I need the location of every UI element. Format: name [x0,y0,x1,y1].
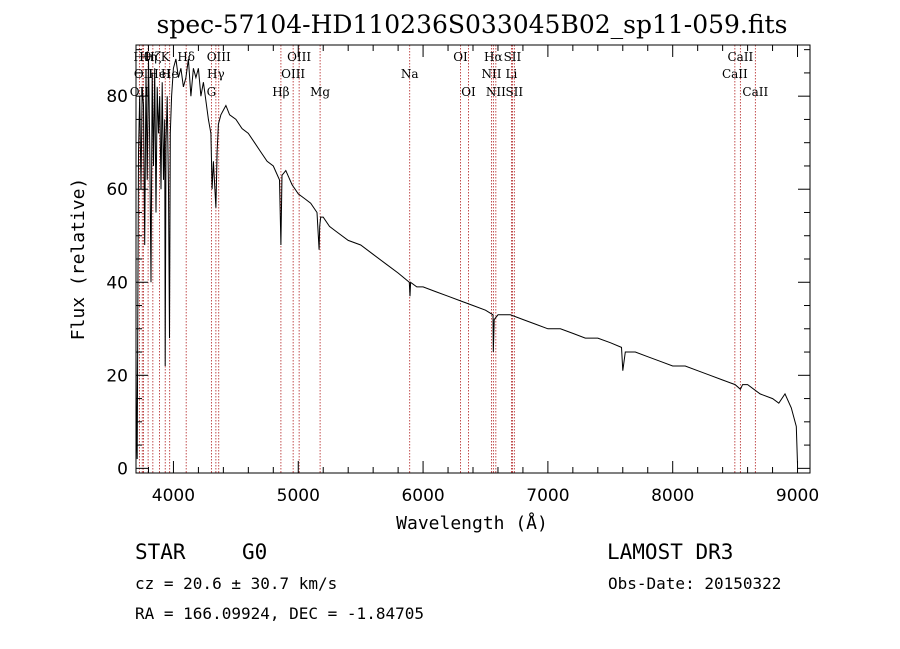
spectral-line-label-14: OIII [281,67,305,81]
x-tick-label-5: 9000 [776,486,819,506]
y-axis-label: Flux (relative) [68,178,89,341]
spectral-line-label-22: SII [504,50,522,64]
x-tick-label-2: 6000 [401,486,444,506]
spectral-line-label-3: Hη [139,50,157,64]
observation-date: Obs-Date: 20150322 [608,574,782,593]
y-tick-label-4: 80 [106,87,128,107]
spectral-line-label-19: Hα [484,50,503,64]
object-subclass: G0 [242,540,268,564]
spectrum-series-line [135,58,798,464]
spectral-line-label-0: OII [130,85,150,99]
survey-name: LAMOST DR3 [607,540,734,564]
spectral-line-label-8: Hδ [177,50,195,64]
spectral-line-label-10: Hγ [207,67,225,81]
plot-frame [135,44,811,474]
coordinates: RA = 166.09924, DEC = -1.84705 [135,604,424,623]
y-tick-label-2: 40 [106,273,128,293]
spectral-line-label-1: Hθ [133,50,151,64]
spectral-line-label-11: G [207,85,217,99]
spectral-line-label-26: CaII [722,67,748,81]
spectral-line-label-21: NII [486,85,506,99]
spectral-line-label-20: NII [481,67,501,81]
spectral-line-label-18: OI [461,85,476,99]
x-tick-label-4: 8000 [651,486,694,506]
spectral-line-label-13: OIII [287,50,311,64]
spectral-line-label-27: CaII [742,85,768,99]
x-axis-label: Wavelength (Å) [396,512,548,534]
spectral-line-label-17: OI [453,50,468,64]
x-tick-label-3: 7000 [526,486,569,506]
spectral-line-label-7: He [161,67,179,81]
axis-ticks: 4000 5000 6000 7000 8000 9000 0 20 40 60 80 [106,45,819,506]
spectral-line-label-9: OIII [207,50,231,64]
spectral-line-label-25: CaII [727,50,753,64]
spectral-line-label-15: Mg [310,85,330,99]
spectral-line-label-12: Hβ [272,85,289,99]
y-tick-label-3: 60 [106,180,128,200]
y-tick-label-0: 0 [117,459,128,479]
y-tick-label-1: 20 [106,366,128,386]
chart-title: spec-57104-HD110236S033045B02_sp11-059.f… [157,10,788,39]
spectral-line-label-24: SII [505,85,523,99]
spectral-line-label-16: Na [401,67,419,81]
spectral-line-label-5: HeI [148,67,171,81]
redshift-cz: cz = 20.6 ± 30.7 km/s [135,574,338,593]
x-tick-label-0: 4000 [152,486,195,506]
spectral-lines [138,45,756,473]
x-tick-label-1: 5000 [277,486,320,506]
spectral-line-label-6: K [161,50,171,64]
object-class: STAR [135,540,186,564]
spectral-line-label-4: Hζ [144,50,161,64]
spectral-line-label-23: Li [506,67,518,81]
